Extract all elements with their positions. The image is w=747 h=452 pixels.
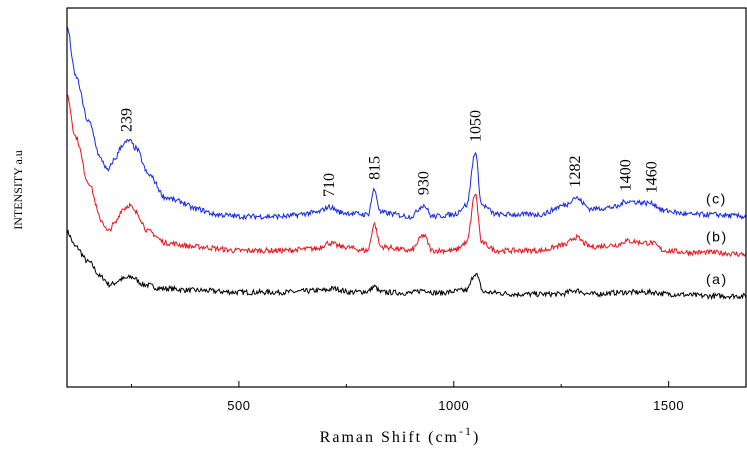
series-label: (b) [706, 228, 728, 244]
peak-label: 1400 [618, 159, 635, 191]
x-axis-label-close: ) [473, 429, 480, 446]
y-axis-label: INTENSITY a.u [11, 150, 25, 230]
peak-label: 930 [416, 171, 433, 195]
x-axis-label-sup: -1 [459, 424, 473, 438]
series-line [66, 94, 747, 258]
peak-label: 239 [119, 108, 136, 132]
peak-labels: 239 710 815 930 1050 1282 1400 1460 [119, 108, 661, 197]
plot-frame [66, 7, 747, 388]
plot-lines [66, 26, 747, 301]
peak-label: 815 [366, 156, 383, 180]
peak-label: 1050 [467, 110, 484, 142]
series-labels: (a) (b) (c) [706, 191, 728, 288]
x-axis-ticks: 500 1000 1500 [130, 381, 684, 413]
x-axis-label-main: Raman Shift (cm [320, 429, 459, 446]
x-tick-label: 1500 [653, 398, 684, 413]
series-line [66, 229, 747, 301]
series-label: (c) [706, 191, 727, 207]
x-tick-label: 500 [227, 398, 250, 413]
series-label: (a) [706, 271, 728, 287]
peak-label: 1282 [567, 156, 584, 188]
peak-label: 1460 [644, 161, 661, 193]
series-line [66, 26, 747, 221]
x-tick-label: 1000 [438, 398, 469, 413]
peak-label: 710 [321, 173, 338, 197]
x-axis-label: Raman Shift (cm-1) [320, 424, 481, 446]
